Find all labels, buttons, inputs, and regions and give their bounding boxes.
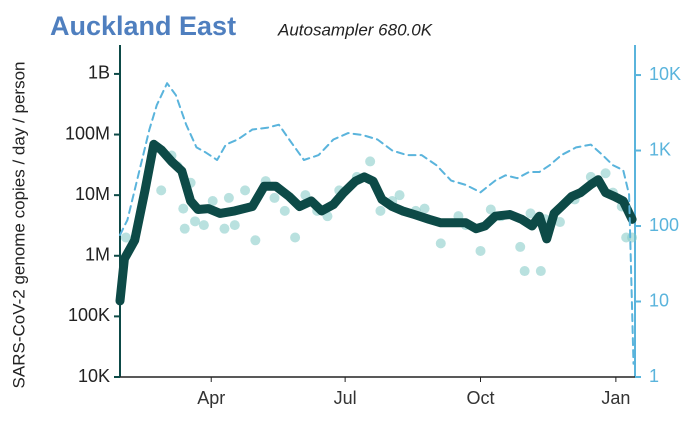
- y-tick-label: 100K: [68, 305, 110, 325]
- data-point: [394, 190, 405, 201]
- data-point: [207, 196, 218, 207]
- data-point: [240, 185, 251, 196]
- data-point: [375, 205, 386, 216]
- data-point: [515, 241, 526, 252]
- chart-title: Auckland East: [50, 11, 236, 41]
- data-point: [419, 203, 430, 214]
- data-point: [190, 216, 201, 227]
- data-point: [179, 223, 190, 234]
- data-point: [365, 156, 376, 167]
- y2-tick-label: 10K: [649, 64, 681, 84]
- data-point: [525, 208, 536, 219]
- data-point: [229, 220, 240, 231]
- y-tick-label: 10M: [75, 184, 110, 204]
- y-tick-label: 1B: [88, 63, 110, 83]
- data-point: [279, 205, 290, 216]
- x-tick-label: Oct: [466, 388, 494, 408]
- data-point: [600, 168, 611, 179]
- chart-subtitle: Autosampler 680.0K: [277, 20, 433, 39]
- data-point: [250, 235, 261, 246]
- data-point: [269, 192, 280, 203]
- y-tick-label: 100M: [65, 123, 110, 143]
- data-point: [435, 238, 446, 249]
- data-point: [223, 192, 234, 203]
- y2-tick-label: 1: [649, 366, 659, 386]
- data-point: [178, 203, 189, 214]
- data-point: [554, 217, 565, 228]
- data-point: [535, 266, 546, 277]
- y2-tick-label: 100: [649, 215, 679, 235]
- data-point: [627, 232, 638, 243]
- data-point: [475, 245, 486, 256]
- data-point: [485, 204, 496, 215]
- data-point: [156, 185, 167, 196]
- y-axis-label: SARS-CoV-2 genome copies / day / person: [9, 62, 28, 389]
- data-point: [519, 266, 530, 277]
- data-point: [219, 223, 230, 234]
- data-point: [290, 232, 301, 243]
- y-tick-label: 1M: [85, 245, 110, 265]
- y2-tick-label: 1K: [649, 139, 671, 159]
- x-tick-label: Jul: [334, 388, 357, 408]
- y2-tick-label: 10: [649, 290, 669, 310]
- y-tick-label: 10K: [78, 366, 110, 386]
- x-tick-label: Apr: [197, 388, 225, 408]
- dashed-line: [119, 82, 635, 365]
- smoothed-line: [115, 139, 637, 306]
- data-point: [120, 232, 131, 243]
- x-tick-label: Jan: [601, 388, 630, 408]
- data-point: [198, 220, 209, 231]
